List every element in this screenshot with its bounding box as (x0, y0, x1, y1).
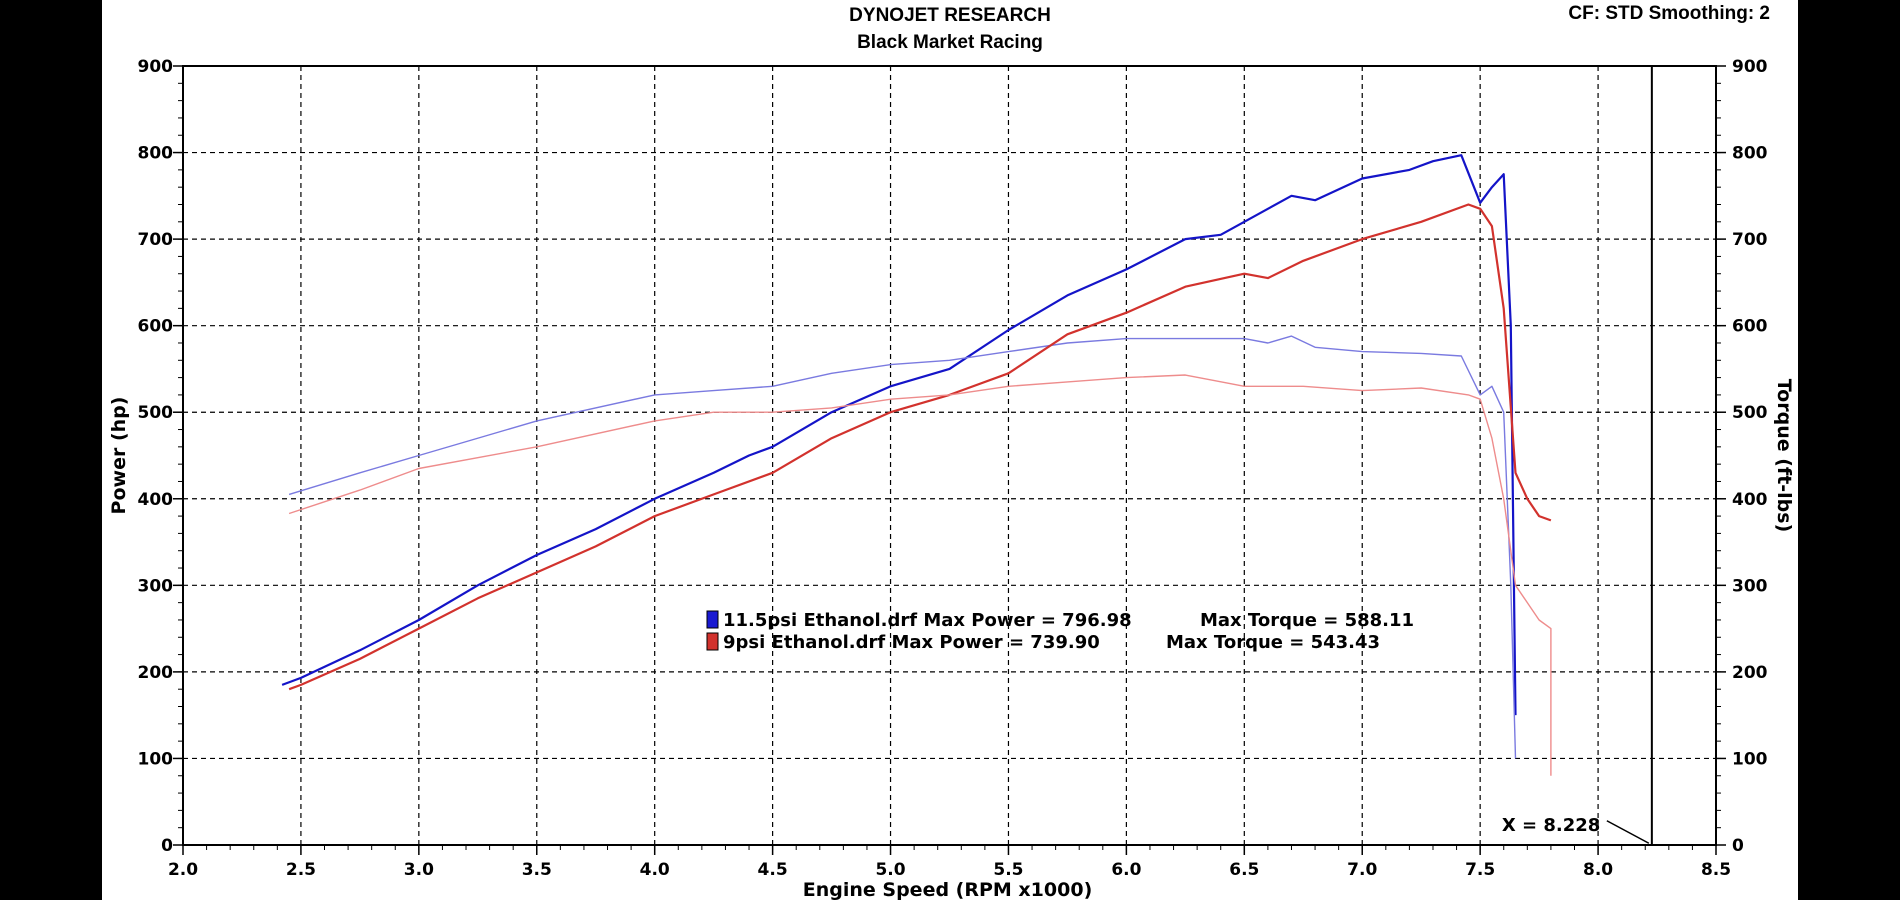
y2-tick-label: 300 (1732, 576, 1768, 596)
x-tick-label: 4.0 (640, 860, 670, 880)
x-tick-label: 7.5 (1465, 860, 1495, 880)
plot-frame (182, 65, 1717, 846)
y-tick-label: 500 (138, 403, 174, 423)
x-tick-label: 6.0 (1111, 860, 1141, 880)
x-tick-label: 8.0 (1583, 860, 1613, 880)
y2-tick-label: 700 (1732, 230, 1768, 250)
y2-tick-label: 600 (1732, 317, 1768, 337)
x-tick-label: 6.5 (1229, 860, 1259, 880)
axis-labels: Engine Speed (RPM x1000) Power (hp) Torque… (108, 379, 1795, 900)
cursor-pointer-line (1606, 820, 1650, 844)
tick-labels: 2.0 2.5 3.0 3.5 4.0 4.5 5.0 5.5 6.0 6.5 7.0 7.5 8.0 8… (138, 57, 1768, 880)
y-tick-label: 600 (138, 317, 174, 337)
y-tick-label: 300 (138, 576, 174, 596)
y-tick-label: 400 (138, 490, 174, 510)
x-tick-label: 5.5 (993, 860, 1023, 880)
series-line-3 (288, 374, 1552, 776)
legend-power-text-0: 11.5psi Ethanol.drf Max Power = 796.98 (723, 610, 1132, 631)
x-tick-label: 3.0 (404, 860, 434, 880)
y-axis-label: Power (hp) (108, 397, 130, 515)
legend-torque-text-1: Max Torque = 543.43 (1166, 632, 1380, 653)
cursor-label: X = 8.228 (1502, 815, 1600, 836)
legend-torque-text-0: Max Torque = 588.11 (1200, 610, 1414, 631)
x-tick-label: 2.0 (168, 860, 198, 880)
y-tick-label: 700 (138, 230, 174, 250)
cursor-line: X = 8.228 (1502, 66, 1653, 845)
x-tick-label: 7.0 (1347, 860, 1377, 880)
y2-tick-label: 400 (1732, 490, 1768, 510)
series-line-1 (288, 335, 1517, 759)
y-tick-label: 200 (138, 663, 174, 683)
legend-swatch-0 (706, 610, 719, 629)
legend: 11.5psi Ethanol.drf Max Power = 796.98 Ma… (706, 610, 1414, 653)
y2-tick-label: 500 (1732, 403, 1768, 423)
y-tick-label: 100 (138, 749, 174, 769)
y2-tick-label: 0 (1732, 836, 1744, 856)
y2-axis-label: Torque (ft-lbs) (1773, 379, 1795, 533)
x-tick-label: 5.0 (875, 860, 905, 880)
series-line-0 (281, 154, 1517, 716)
y2-tick-label: 800 (1732, 144, 1768, 164)
y2-tick-label: 900 (1732, 57, 1768, 77)
y-tick-label: 800 (138, 144, 174, 164)
y2-tick-label: 200 (1732, 663, 1768, 683)
x-tick-label: 3.5 (522, 860, 552, 880)
x-tick-label: 4.5 (758, 860, 788, 880)
chart-title: DYNOJET RESEARCH (849, 5, 1051, 26)
series-layer (281, 154, 1552, 776)
plot-border (182, 65, 1717, 846)
chart-subtitle: Black Market Racing (857, 32, 1043, 53)
series-line-2 (288, 203, 1552, 691)
grid-lines (173, 65, 1726, 855)
x-tick-label: 2.5 (286, 860, 316, 880)
y-tick-label: 900 (138, 57, 174, 77)
correction-smoothing-info: CF: STD Smoothing: 2 (1568, 3, 1770, 24)
legend-power-text-1: 9psi Ethanol.drf Max Power = 739.90 (723, 632, 1100, 653)
x-axis-label: Engine Speed (RPM x1000) (803, 879, 1093, 900)
y2-tick-label: 100 (1732, 749, 1768, 769)
y-tick-label: 0 (161, 836, 173, 856)
legend-swatch-1 (706, 632, 719, 651)
x-tick-label: 8.5 (1701, 860, 1731, 880)
